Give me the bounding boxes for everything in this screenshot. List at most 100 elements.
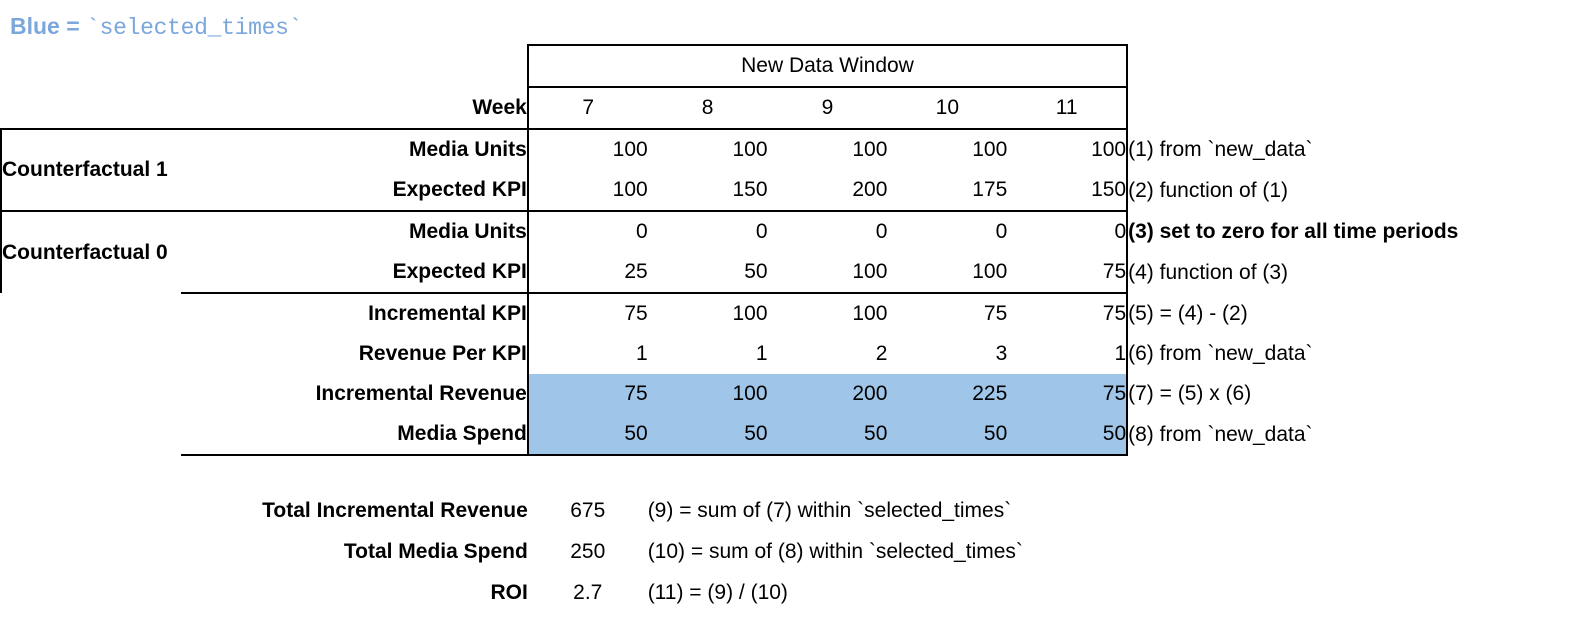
cell-incremental-revenue-w9: 200 — [767, 374, 888, 414]
row-spacer-group-7 — [1, 374, 181, 414]
note-5: (5) = (4) - (2) — [1128, 301, 1248, 325]
cell-incremental-kpi-w9: 100 — [852, 302, 888, 325]
cell-incremental-kpi-w10: 75 — [983, 302, 1008, 325]
cell-revenue-per-kpi-w7: 1 — [636, 342, 648, 365]
summary-spacer — [1, 455, 1588, 490]
cell-incremental-kpi-w7: 75 — [624, 302, 648, 325]
table-row: Incremental KPI 75 100 100 75 75 (5) = (… — [1, 293, 1588, 334]
week-header-9: 9 — [821, 96, 834, 119]
summary-note-11: (11) = (9) / (10) — [647, 580, 788, 604]
table-row: Incremental Revenue 75 100 200 225 75 (7… — [1, 374, 1588, 414]
row-label-expected-kpi-cf1: Expected KPI — [180, 170, 529, 211]
group-label-counterfactual-1: Counterfactual 1 — [0, 128, 181, 211]
row-label-expected-kpi-cf0: Expected KPI — [180, 252, 529, 294]
summary-note-10: (10) = sum of (8) within `selected_times… — [647, 539, 1023, 563]
summary-spacer-group-1 — [1, 490, 181, 531]
cell-expected-kpi-cf1-w7: 100 — [612, 178, 648, 201]
header-spacer-note — [1127, 45, 1588, 87]
header-spacer-group — [1, 45, 181, 87]
cell-media-units-cf0-w7: 0 — [527, 210, 648, 252]
week-header-10: 10 — [935, 96, 960, 119]
cell-expected-kpi-cf1-w8: 150 — [732, 178, 768, 201]
note-4: (4) function of (3) — [1128, 260, 1289, 284]
week-spacer-note — [1127, 87, 1588, 129]
cell-media-units-cf0-w10: 0 — [887, 210, 1008, 252]
week-header-11: 11 — [1007, 87, 1129, 129]
cell-media-spend-w10: 50 — [887, 414, 1008, 456]
summary-row: Total Incremental Revenue 675 (9) = sum … — [1, 490, 1588, 531]
table-row: Expected KPI 25 50 100 100 75 (4) functi… — [1, 252, 1588, 294]
note-7: (7) = (5) x (6) — [1128, 382, 1252, 405]
cell-media-spend-w9: 50 — [767, 414, 888, 456]
cell-media-units-cf0-w8: 0 — [647, 210, 768, 252]
week-header-7: 7 — [526, 87, 648, 129]
cell-expected-kpi-cf1-w9: 200 — [852, 178, 888, 201]
summary-row: Total Media Spend 250 (10) = sum of (8) … — [1, 531, 1588, 572]
cell-expected-kpi-cf0-w8: 50 — [647, 252, 768, 294]
cell-revenue-per-kpi-w9: 2 — [875, 342, 888, 365]
cell-incremental-revenue-w8: 100 — [647, 374, 768, 414]
legend-label: Blue = — [10, 13, 87, 39]
table-row: Expected KPI 100 150 200 175 150 (2) fun… — [1, 170, 1588, 211]
summary-spacer-group-2 — [1, 531, 181, 572]
cell-incremental-revenue-w11: 75 — [1007, 374, 1129, 414]
row-label-revenue-per-kpi: Revenue Per KPI — [180, 334, 529, 374]
table-header-row: New Data Window — [1, 44, 1588, 88]
cell-expected-kpi-cf0-w7: 25 — [527, 252, 648, 294]
cell-expected-kpi-cf0-w10: 100 — [887, 252, 1008, 294]
row-label-incremental-kpi: Incremental KPI — [180, 293, 529, 334]
cell-media-units-cf0-w9: 0 — [767, 210, 888, 252]
cell-revenue-per-kpi-w10: 3 — [995, 342, 1008, 365]
row-label-media-units-cf1: Media Units — [180, 128, 529, 170]
note-1: (1) from `new_data` — [1128, 137, 1313, 161]
legend-code-selected-times: `selected_times` — [86, 15, 303, 41]
cell-incremental-revenue-w7: 75 — [527, 374, 648, 414]
week-label: Week — [472, 95, 527, 119]
summary-label-total-media-spend: Total Media Spend — [343, 539, 528, 563]
group-label-counterfactual-0: Counterfactual 0 — [0, 210, 181, 293]
week-header-8: 8 — [701, 96, 714, 119]
cell-revenue-per-kpi-w8: 1 — [755, 342, 768, 365]
cell-expected-kpi-cf0-w9: 100 — [767, 252, 888, 294]
summary-value-total-incremental-revenue: 675 — [570, 498, 606, 522]
summary-row: ROI 2.7 (11) = (9) / (10) — [1, 572, 1588, 613]
table-row: Counterfactual 1 Media Units 100 100 100… — [0, 128, 1588, 211]
summary-value-total-media-spend: 250 — [570, 539, 606, 563]
cell-media-units-cf0-w11: 0 — [1007, 210, 1129, 252]
cell-expected-kpi-cf1-w10: 175 — [972, 178, 1008, 201]
note-8: (8) from `new_data` — [1128, 422, 1313, 446]
new-data-window-header: New Data Window — [526, 44, 1129, 88]
summary-spacer-group-3 — [1, 572, 181, 613]
summary-label-roi: ROI — [490, 580, 528, 604]
cell-media-spend-w7: 50 — [527, 414, 648, 456]
cell-incremental-revenue-w10: 225 — [887, 374, 1008, 414]
note-2: (2) function of (1) — [1128, 178, 1289, 202]
cell-expected-kpi-cf0-w11: 75 — [1007, 252, 1129, 294]
cell-media-spend-w8: 50 — [647, 414, 768, 456]
table-row: Counterfactual 0 Media Units 0 0 0 0 0 (… — [0, 210, 1588, 293]
cell-incremental-kpi-w11: 75 — [1007, 293, 1129, 334]
note-6: (6) from `new_data` — [1128, 342, 1313, 365]
summary-note-9: (9) = sum of (7) within `selected_times` — [647, 498, 1012, 522]
note-3: (3) set to zero for all time periods — [1128, 219, 1459, 243]
row-spacer-group-5 — [1, 293, 181, 334]
diagram-sheet: New Data Window Week 7 8 9 10 11 Counter… — [0, 44, 1588, 613]
row-label-media-units-cf0: Media Units — [180, 210, 529, 252]
counterfactual-table: New Data Window Week 7 8 9 10 11 Counter… — [0, 44, 1588, 613]
summary-label-total-incremental-revenue: Total Incremental Revenue — [262, 498, 528, 522]
cell-media-spend-w11: 50 — [1007, 414, 1129, 456]
cell-incremental-kpi-w8: 100 — [732, 302, 768, 325]
row-label-media-spend: Media Spend — [180, 414, 529, 456]
summary-value-roi: 2.7 — [573, 580, 603, 604]
cell-media-units-cf1-w9: 100 — [767, 128, 888, 170]
cell-media-units-cf1-w8: 100 — [647, 128, 768, 170]
table-row: Media Spend 50 50 50 50 50 (8) from `new… — [1, 414, 1588, 456]
row-spacer-group-6 — [1, 334, 181, 374]
cell-media-units-cf1-w10: 100 — [887, 128, 1008, 170]
cell-revenue-per-kpi-w11: 1 — [1007, 334, 1129, 374]
header-spacer-label — [181, 45, 528, 87]
row-label-incremental-revenue: Incremental Revenue — [180, 374, 529, 414]
cell-media-units-cf1-w7: 100 — [527, 128, 648, 170]
cell-expected-kpi-cf1-w11: 150 — [1007, 170, 1129, 211]
week-spacer-group — [1, 87, 181, 129]
